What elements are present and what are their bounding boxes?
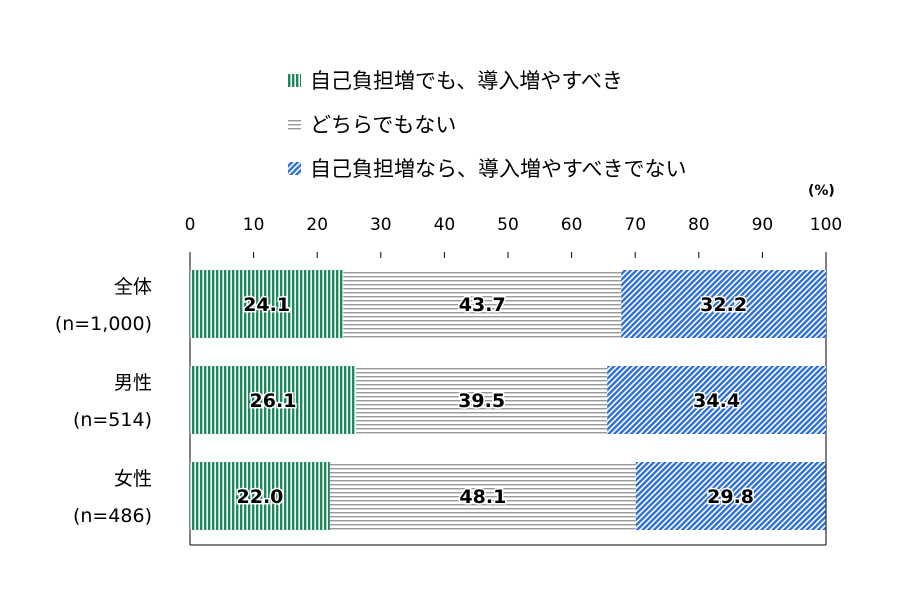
bar-segment bbox=[329, 462, 636, 530]
bar-segment bbox=[190, 270, 344, 338]
data-label: 29.8 bbox=[707, 486, 754, 508]
category-label: 男性 bbox=[114, 372, 152, 394]
category-n: (n=486) bbox=[73, 505, 152, 527]
bar-segment bbox=[355, 366, 608, 434]
data-label: 24.1 bbox=[243, 294, 290, 316]
y-axis: 全体 (n=1,000) 男性 (n=514) 女性 (n=486) bbox=[55, 276, 152, 527]
category-label: 女性 bbox=[114, 468, 152, 490]
x-tick-label: 0 bbox=[185, 215, 196, 235]
x-tick-label: 40 bbox=[434, 215, 456, 235]
data-label: 32.2 bbox=[700, 294, 747, 316]
data-label: 43.7 bbox=[459, 294, 506, 316]
x-tick-label: 60 bbox=[561, 215, 583, 235]
data-label: 48.1 bbox=[459, 486, 506, 508]
x-tick-label: 20 bbox=[306, 215, 328, 235]
bar-segment bbox=[343, 270, 622, 338]
x-tick-label: 70 bbox=[624, 215, 646, 235]
legend-label: 自己負担増なら、導入増やすべきでない bbox=[310, 157, 687, 181]
x-tick-label: 30 bbox=[370, 215, 392, 235]
legend-swatch bbox=[288, 162, 301, 175]
bar-segment bbox=[607, 366, 826, 434]
bar-segment bbox=[635, 462, 826, 530]
x-tick-label: 100 bbox=[810, 215, 842, 235]
category-n: (n=1,000) bbox=[55, 313, 152, 335]
legend-swatch bbox=[288, 74, 301, 87]
bars: 24.1 43.7 32.2 26.1 39.5 34.4 22.0 48.1 29.8 bbox=[190, 270, 826, 530]
legend-label: どちらでもない bbox=[310, 113, 456, 137]
bar-segment bbox=[190, 366, 356, 434]
x-tick-label: 80 bbox=[688, 215, 710, 235]
data-label: 39.5 bbox=[458, 390, 505, 412]
data-label: 22.0 bbox=[237, 486, 284, 508]
category-label: 全体 bbox=[114, 276, 152, 298]
x-tick-label: 10 bbox=[243, 215, 265, 235]
x-tick-label: 50 bbox=[497, 215, 519, 235]
data-label: 34.4 bbox=[693, 390, 740, 412]
category-n: (n=514) bbox=[73, 409, 152, 431]
x-tick-label: 90 bbox=[752, 215, 774, 235]
unit-label: (%) bbox=[808, 183, 835, 199]
legend-swatch bbox=[288, 118, 301, 131]
legend-label: 自己負担増でも、導入増やすべき bbox=[310, 69, 623, 93]
data-label: 26.1 bbox=[250, 390, 297, 412]
bar-segment bbox=[621, 270, 826, 338]
bar-segment bbox=[190, 462, 330, 530]
x-axis: 0 10 20 30 40 50 60 70 80 90 100 bbox=[185, 215, 842, 546]
